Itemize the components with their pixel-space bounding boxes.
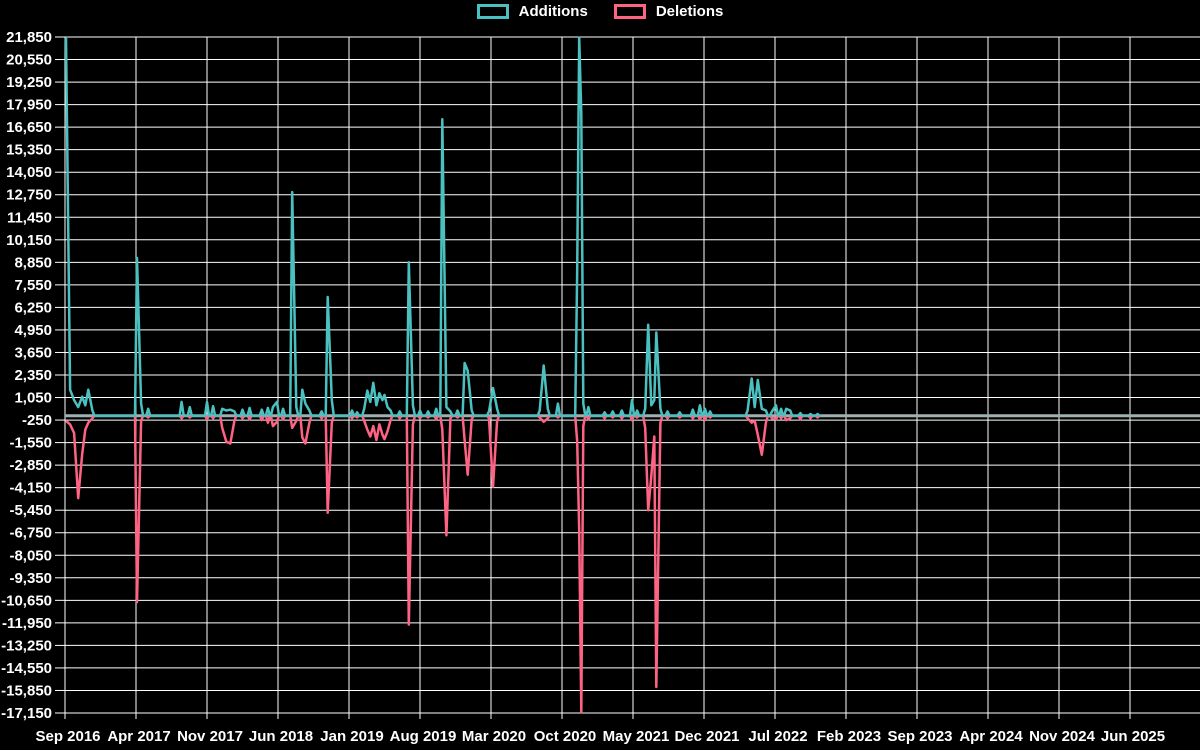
x-tick-label: Aug 2019: [390, 728, 457, 745]
y-tick-label: -17,150: [1, 705, 52, 722]
x-tick-label: Sep 2016: [35, 728, 100, 745]
y-tick-label: -6,750: [9, 525, 52, 542]
y-tick-label: 17,950: [6, 97, 52, 114]
legend-item-additions[interactable]: Additions: [476, 3, 588, 20]
additions-swatch-icon: [476, 4, 509, 19]
y-tick-label: 1,050: [14, 390, 52, 407]
x-tick-label: Dec 2021: [674, 728, 739, 745]
y-tick-label: 20,550: [6, 52, 52, 69]
y-tick-label: 21,850: [6, 29, 52, 46]
y-tick-label: 12,750: [6, 187, 52, 204]
x-tick-label: Mar 2020: [462, 728, 526, 745]
x-tick-label: Nov 2024: [1029, 728, 1096, 745]
y-tick-label: 16,650: [6, 119, 52, 136]
y-tick-label: -11,950: [2, 615, 52, 632]
legend-item-deletions[interactable]: Deletions: [613, 3, 724, 20]
y-tick-label: -14,550: [1, 660, 52, 677]
y-tick-label: -9,350: [9, 570, 52, 587]
x-tick-label: Apr 2024: [959, 728, 1023, 745]
y-tick-label: -5,450: [9, 502, 52, 519]
y-tick-label: -1,550: [9, 435, 52, 452]
x-tick-label: Oct 2020: [534, 728, 597, 745]
x-tick-label: Feb 2023: [817, 728, 881, 745]
y-tick-label: -250: [22, 412, 52, 429]
x-tick-label: Sep 2023: [887, 728, 952, 745]
y-tick-label: -10,650: [1, 592, 52, 609]
y-tick-label: -2,850: [9, 457, 52, 474]
x-tick-label: Jun 2025: [1101, 728, 1165, 745]
x-tick-label: Jan 2019: [320, 728, 383, 745]
y-tick-label: 15,350: [6, 142, 52, 159]
y-tick-label: 14,050: [6, 164, 52, 181]
y-tick-label: 19,250: [6, 74, 52, 91]
x-tick-label: Jul 2022: [748, 728, 807, 745]
additions-line: [64, 36, 821, 417]
y-tick-label: -15,850: [1, 682, 52, 699]
x-tick-label: Apr 2017: [107, 728, 170, 745]
y-tick-label: 7,550: [14, 277, 52, 294]
x-tick-label: Jun 2018: [249, 728, 313, 745]
y-tick-label: -8,050: [9, 547, 52, 564]
deletions-swatch-icon: [613, 4, 646, 19]
y-tick-label: 8,850: [14, 254, 52, 271]
deletions-legend-label: Deletions: [655, 3, 724, 20]
x-tick-label: May 2021: [603, 728, 670, 745]
y-tick-label: 11,450: [7, 209, 52, 226]
additions-legend-label: Additions: [518, 3, 588, 20]
x-tick-label: Nov 2017: [177, 728, 243, 745]
y-tick-label: 4,950: [14, 322, 52, 339]
y-tick-label: 2,350: [14, 367, 52, 384]
y-tick-label: 3,650: [14, 344, 52, 361]
y-tick-label: 10,150: [6, 232, 52, 249]
y-tick-label: -13,250: [1, 637, 52, 654]
chart-legend: Additions Deletions: [0, 4, 1200, 19]
y-tick-label: 6,250: [14, 299, 52, 316]
y-tick-label: -4,150: [9, 480, 52, 497]
